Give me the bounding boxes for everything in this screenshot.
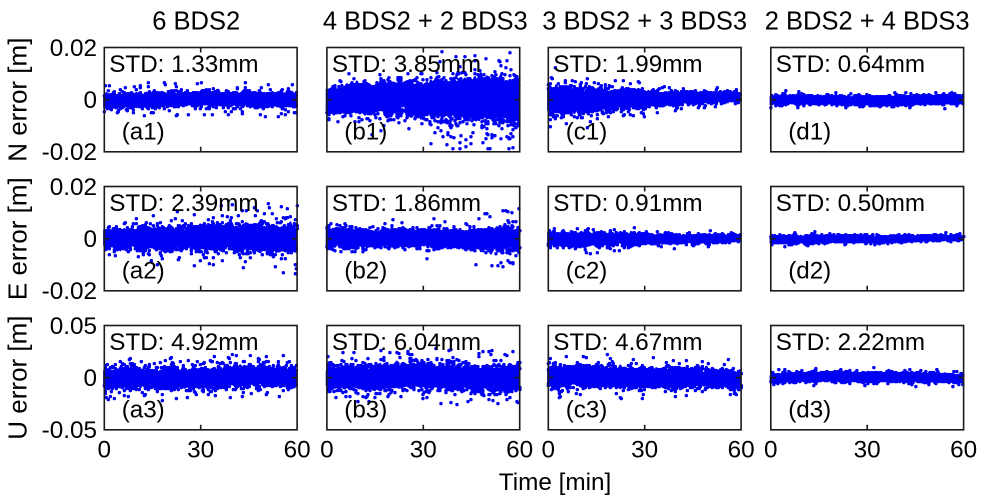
svg-text:(b1): (b1)	[344, 119, 387, 146]
svg-text:(c3): (c3)	[566, 397, 608, 424]
svg-text:U error [m]: U error [m]	[3, 315, 33, 439]
svg-text:(b3): (b3)	[344, 397, 387, 424]
svg-text:STD: 3.85mm: STD: 3.85mm	[332, 51, 481, 78]
svg-text:STD: 1.33mm: STD: 1.33mm	[109, 51, 258, 78]
svg-text:0: 0	[764, 437, 778, 464]
svg-text:STD: 0.50mm: STD: 0.50mm	[776, 190, 925, 217]
svg-text:0.02: 0.02	[50, 35, 97, 62]
svg-text:(c2): (c2)	[566, 258, 608, 285]
svg-text:30: 30	[854, 437, 881, 464]
svg-text:(a1): (a1)	[122, 119, 165, 146]
svg-text:(d2): (d2)	[788, 258, 831, 285]
svg-text:STD: 1.86mm: STD: 1.86mm	[332, 190, 481, 217]
svg-text:60: 60	[506, 437, 533, 464]
svg-text:0: 0	[83, 87, 97, 114]
svg-text:N error [m]: N error [m]	[3, 38, 33, 162]
svg-text:E error [m]: E error [m]	[3, 177, 33, 300]
svg-text:(d3): (d3)	[788, 397, 831, 424]
svg-text:-0.05: -0.05	[42, 417, 97, 444]
svg-text:30: 30	[631, 437, 658, 464]
svg-text:4 BDS2 + 2 BDS3: 4 BDS2 + 2 BDS3	[323, 8, 528, 36]
svg-text:30: 30	[187, 437, 214, 464]
svg-text:STD: 2.22mm: STD: 2.22mm	[776, 329, 925, 356]
svg-text:0: 0	[542, 437, 556, 464]
svg-text:STD: 0.91mm: STD: 0.91mm	[553, 190, 702, 217]
svg-text:(c1): (c1)	[566, 119, 608, 146]
svg-text:STD: 0.64mm: STD: 0.64mm	[776, 51, 925, 78]
svg-text:60: 60	[728, 437, 755, 464]
svg-text:STD: 2.39mm: STD: 2.39mm	[109, 190, 258, 217]
svg-text:STD: 4.67mm: STD: 4.67mm	[553, 329, 702, 356]
svg-text:Time [min]: Time [min]	[499, 469, 612, 496]
svg-text:STD: 4.92mm: STD: 4.92mm	[109, 329, 258, 356]
svg-text:0: 0	[98, 437, 112, 464]
svg-text:(a3): (a3)	[122, 397, 165, 424]
svg-text:-0.02: -0.02	[42, 139, 97, 166]
svg-text:(a2): (a2)	[122, 258, 165, 285]
svg-text:0: 0	[83, 365, 97, 392]
svg-text:STD: 6.04mm: STD: 6.04mm	[332, 329, 481, 356]
svg-text:30: 30	[410, 437, 437, 464]
svg-text:(b2): (b2)	[344, 258, 387, 285]
svg-text:6 BDS2: 6 BDS2	[152, 8, 240, 36]
svg-text:0: 0	[320, 437, 334, 464]
svg-text:0: 0	[83, 226, 97, 253]
svg-text:0.02: 0.02	[50, 174, 97, 201]
svg-text:0.05: 0.05	[50, 313, 97, 340]
svg-text:60: 60	[950, 437, 977, 464]
svg-text:(d1): (d1)	[788, 119, 831, 146]
svg-text:STD: 1.99mm: STD: 1.99mm	[553, 51, 702, 78]
svg-text:-0.02: -0.02	[42, 278, 97, 305]
svg-text:60: 60	[284, 437, 311, 464]
svg-text:2 BDS2 + 4 BDS3: 2 BDS2 + 4 BDS3	[765, 8, 970, 36]
svg-text:3 BDS2 + 3 BDS3: 3 BDS2 + 3 BDS3	[542, 8, 747, 36]
